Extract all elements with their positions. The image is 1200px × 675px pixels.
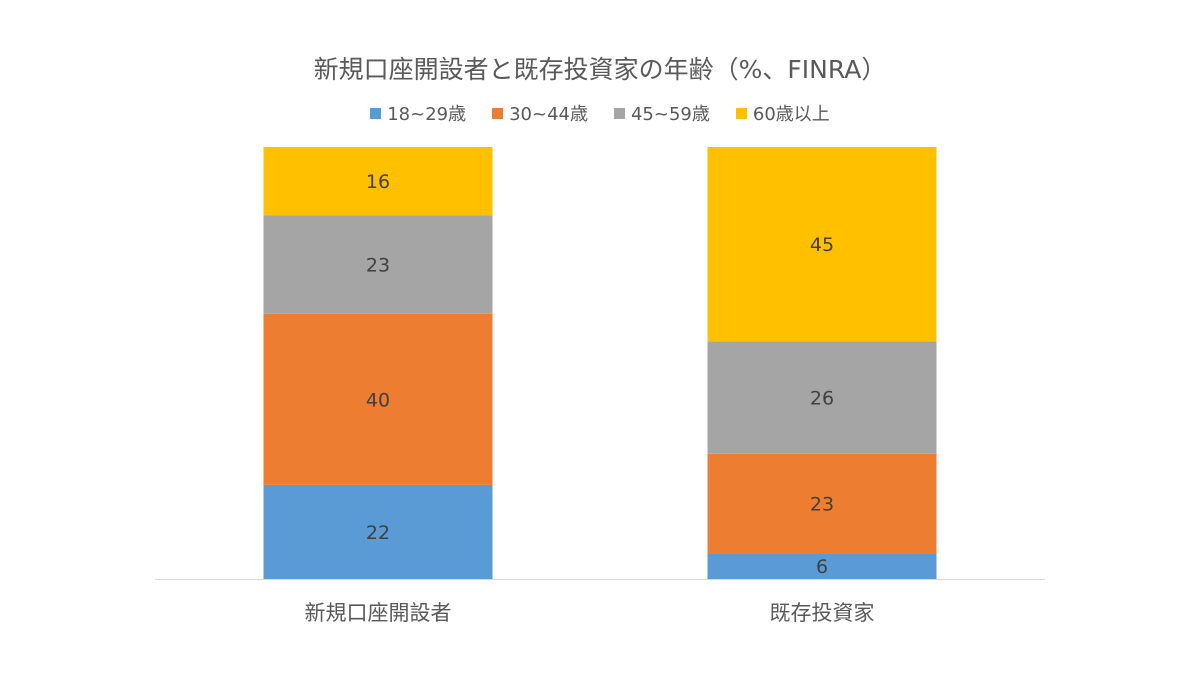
data-label: 23	[810, 493, 834, 515]
legend-item: 30~44歳	[492, 100, 588, 126]
data-label: 6	[816, 556, 828, 578]
data-label: 26	[810, 388, 834, 410]
bar-segment	[707, 147, 937, 342]
legend-swatch	[613, 107, 625, 119]
bar-segment	[263, 215, 493, 314]
legend-swatch	[370, 107, 382, 119]
data-label: 45	[810, 234, 834, 256]
data-label: 23	[366, 255, 390, 277]
legend-label: 30~44歳	[509, 104, 588, 125]
bar-segment	[707, 341, 937, 454]
legend-item: 60歳以上	[735, 100, 830, 126]
legend-swatch	[735, 107, 747, 119]
bar-segment	[263, 147, 493, 216]
bar-segment	[707, 453, 937, 554]
bar-segment	[263, 313, 493, 485]
legend-label: 45~59歳	[630, 104, 710, 125]
category-label: 新規口座開設者	[305, 601, 452, 625]
legend-label: 18~29歳	[387, 104, 467, 125]
legend-item: 45~59歳	[613, 100, 710, 126]
data-label: 40	[366, 389, 390, 411]
data-label: 22	[366, 522, 390, 544]
bar-segment	[707, 553, 937, 579]
chart-title: 新規口座開設者と既存投資家の年齢（%、FINRA）	[313, 55, 887, 84]
legend-item: 18~29歳	[370, 100, 466, 126]
data-label: 16	[366, 171, 390, 193]
category-label: 既存投資家	[770, 601, 875, 625]
bar-segment	[263, 484, 493, 579]
legend-label: 60歳以上	[752, 104, 830, 125]
legend: 18~29歳 30~44歳 45~59歳 60歳以上	[0, 100, 1200, 126]
legend-swatch	[492, 107, 504, 119]
